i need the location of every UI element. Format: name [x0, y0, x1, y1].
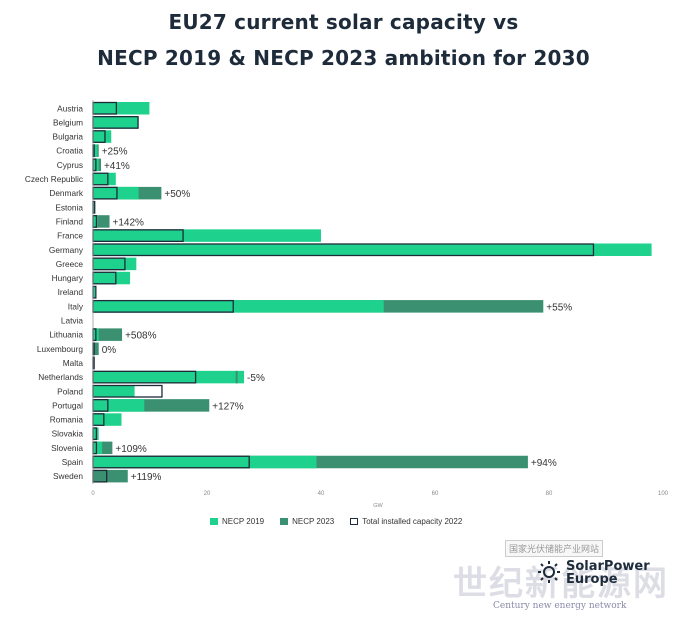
- bar-necp2019-finland: [93, 215, 98, 228]
- bar-necp2023-netherlands: [235, 370, 238, 384]
- bar-necp2019-croatia: [93, 144, 98, 157]
- category-label-latvia: Latvia: [61, 316, 84, 326]
- bar-necp2019-poland: [93, 385, 135, 398]
- category-label-luxembourg: Luxembourg: [37, 344, 84, 354]
- category-label-poland: Poland: [57, 386, 83, 396]
- x-tick-label-0: 0: [91, 491, 95, 497]
- bar-necp2023-luxembourg: [93, 342, 99, 356]
- annotation-croatia: +25%: [102, 147, 128, 158]
- chart-legend: NECP 2019 NECP 2023 Total installed capa…: [210, 517, 462, 526]
- category-label-bulgaria: Bulgaria: [53, 132, 84, 142]
- bar-necp2019-germany: [93, 243, 652, 256]
- bar-necp2019-austria: [93, 102, 150, 115]
- category-label-denmark: Denmark: [49, 188, 84, 198]
- category-label-slovenia: Slovenia: [51, 443, 83, 453]
- bar-necp2019-netherlands: [93, 370, 245, 384]
- sun-icon: [538, 561, 560, 583]
- annotation-finland: +142%: [113, 217, 145, 228]
- bar-necp2019-greece: [93, 257, 137, 271]
- annotation-cyprus: +41%: [104, 161, 130, 172]
- x-tick-label-40: 40: [318, 491, 325, 497]
- category-label-greece: Greece: [56, 259, 84, 269]
- category-label-cyprus: Cyprus: [57, 160, 83, 170]
- watermark-sub-text: Century new energy network: [493, 601, 627, 611]
- legend-swatch-necp2023: [280, 518, 289, 525]
- category-label-czech-republic: Czech Republic: [25, 174, 83, 184]
- annotation-lithuania: +508%: [125, 331, 157, 342]
- category-label-france: France: [57, 231, 83, 241]
- logo-line-1: SolarPower: [566, 559, 650, 574]
- solarpower-europe-logo: SolarPower Europe: [566, 560, 650, 586]
- bar-necp2019-hungary: [93, 271, 131, 285]
- category-label-portugal: Portugal: [52, 400, 83, 410]
- bar-necp2023-lithuania: [93, 328, 123, 341]
- annotation-italy: +55%: [546, 302, 572, 313]
- annotation-slovenia: +109%: [115, 444, 147, 455]
- category-label-malta: Malta: [63, 358, 84, 368]
- bar-necp2019-denmark: [93, 186, 139, 200]
- category-label-romania: Romania: [50, 415, 84, 425]
- watermark-big-text: 世纪新能源网: [453, 564, 669, 604]
- category-label-spain: Spain: [62, 457, 84, 467]
- bar-necp2019-italy: [93, 300, 384, 313]
- category-label-estonia: Estonia: [55, 202, 83, 212]
- legend-label-necp2023: NECP 2023: [292, 517, 335, 526]
- category-label-italy: Italy: [68, 301, 84, 311]
- annotation-netherlands: -5%: [247, 373, 265, 384]
- legend-label-necp2019: NECP 2019: [222, 517, 265, 526]
- bar-necp2019-belgium: [93, 116, 139, 129]
- legend-label-installed: Total installed capacity 2022: [362, 517, 463, 526]
- annotation-sweden: +119%: [131, 472, 162, 483]
- legend-swatch-necp2019: [210, 518, 218, 525]
- logo-line-2: Europe: [566, 572, 618, 587]
- annotation-luxembourg: 0%: [102, 345, 117, 356]
- category-label-lithuania: Lithuania: [49, 330, 83, 340]
- annotation-spain: +94%: [531, 458, 557, 469]
- bar-necp2019-spain: [93, 455, 317, 469]
- x-axis-label: GW: [373, 503, 383, 509]
- legend-item-installed: Total installed capacity 2022: [350, 517, 462, 526]
- category-label-ireland: Ireland: [58, 287, 84, 297]
- category-label-austria: Austria: [57, 103, 83, 113]
- x-tick-label-60: 60: [432, 491, 439, 497]
- category-label-sweden: Sweden: [53, 471, 83, 481]
- category-label-slovakia: Slovakia: [52, 429, 84, 439]
- x-tick-label-100: 100: [658, 491, 669, 497]
- bar-necp2019-bulgaria: [93, 130, 112, 143]
- bar-necp2019-ireland: [93, 285, 96, 299]
- category-label-finland: Finland: [56, 216, 84, 226]
- category-label-belgium: Belgium: [53, 117, 83, 127]
- annotation-denmark: +50%: [164, 189, 190, 200]
- x-tick-label-20: 20: [204, 491, 211, 497]
- bar-necp2019-czech-republic: [93, 172, 116, 186]
- bar-necp2019-estonia: [93, 201, 95, 214]
- legend-item-necp2019: NECP 2019: [210, 517, 264, 526]
- bar-necp2019-slovenia: [93, 441, 103, 455]
- bar-necp2019-romania: [93, 413, 122, 426]
- chart-title-line-2: NECP 2019 & NECP 2023 ambition for 2030: [97, 46, 590, 70]
- legend-item-necp2023: NECP 2023: [280, 517, 334, 526]
- category-label-germany: Germany: [49, 245, 84, 255]
- category-label-netherlands: Netherlands: [38, 372, 83, 382]
- chart-title-line-1: EU27 current solar capacity vs: [168, 10, 519, 34]
- annotation-portugal: +127%: [212, 401, 244, 412]
- bar-necp2019-portugal: [93, 399, 145, 412]
- x-tick-label-80: 80: [546, 491, 553, 497]
- category-label-hungary: Hungary: [52, 273, 84, 283]
- bar-necp2023-sweden: [93, 469, 128, 483]
- legend-swatch-installed: [350, 518, 359, 525]
- watermark-box: 国家光伏储能产业网站: [505, 540, 604, 557]
- category-label-croatia: Croatia: [56, 146, 83, 156]
- bar-necp2019-france: [93, 229, 321, 242]
